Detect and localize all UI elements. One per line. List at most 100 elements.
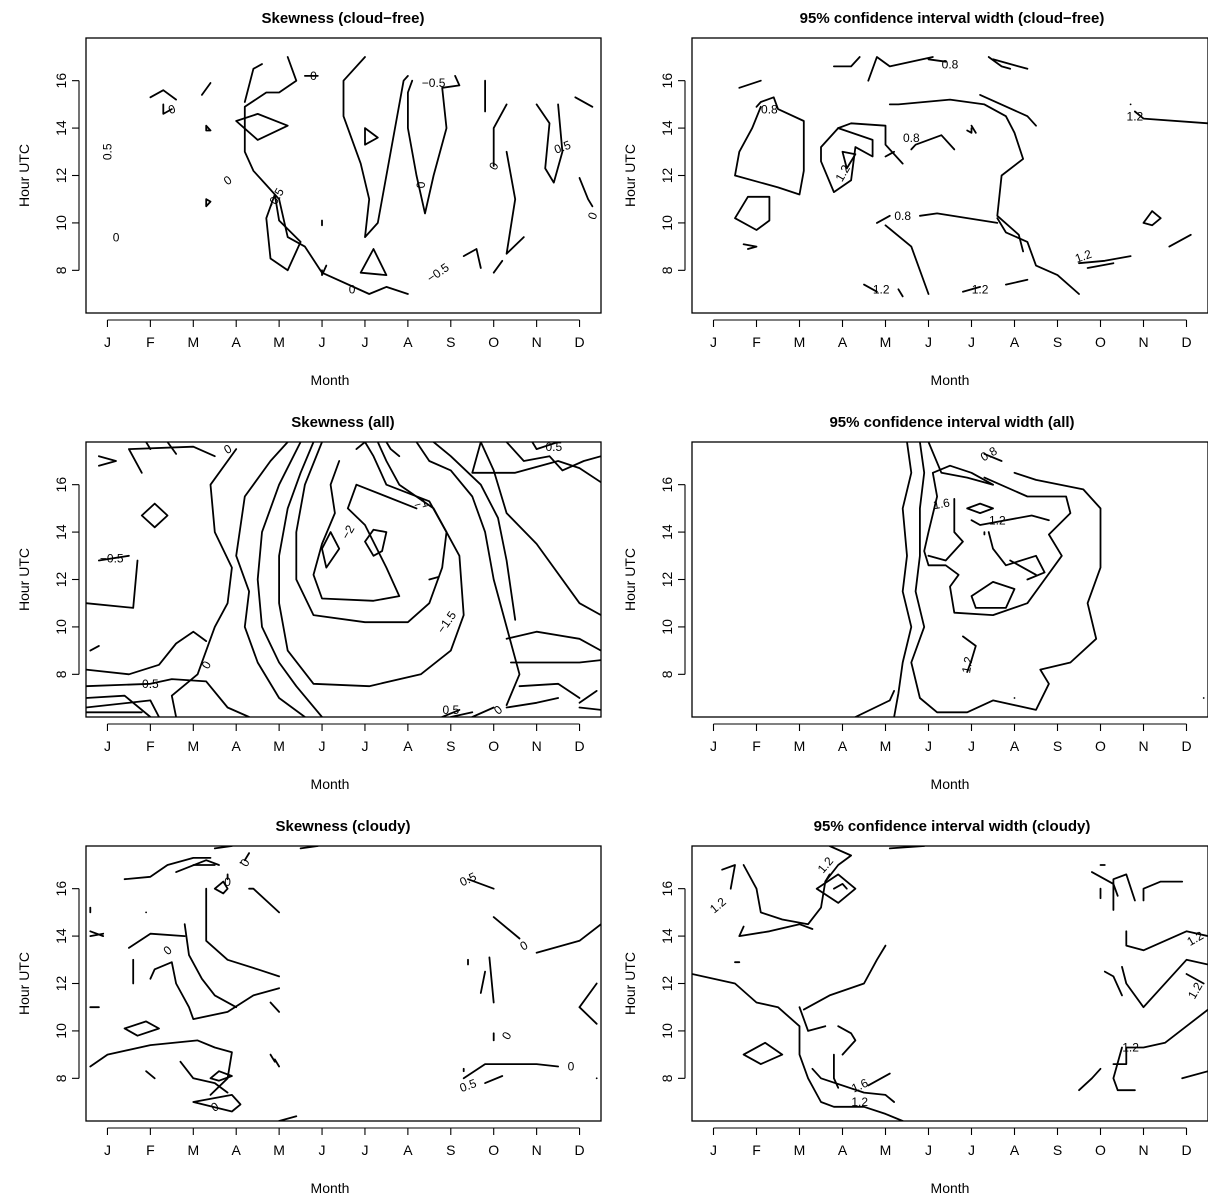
x-tick-label: F xyxy=(752,738,761,754)
x-tick-label: N xyxy=(532,1142,542,1158)
contour-line xyxy=(86,678,251,717)
y-tick-label: 10 xyxy=(53,619,69,635)
contour-line xyxy=(269,1001,281,1013)
contour-line xyxy=(970,514,1050,526)
contour-line xyxy=(854,690,895,717)
contour-line xyxy=(205,887,281,978)
contour-line xyxy=(535,103,564,184)
contour-line xyxy=(927,497,964,562)
panel-2: 95% confidence interval width (cloud−fre… xyxy=(622,10,1208,388)
contour-line xyxy=(321,531,341,569)
contour-label: −0.5 xyxy=(424,260,452,285)
contour-line xyxy=(488,956,495,1004)
x-axis-label: Month xyxy=(931,1180,970,1196)
x-tick-label: A xyxy=(1010,738,1020,754)
contour-line xyxy=(927,442,994,486)
contour-line xyxy=(992,58,1029,70)
contour-line xyxy=(833,56,861,68)
contour-line xyxy=(235,113,289,141)
contour-line xyxy=(209,1070,233,1082)
x-tick-label: F xyxy=(752,1142,761,1158)
x-tick-label: J xyxy=(361,738,368,754)
contour-line xyxy=(734,96,805,196)
contour-label: 0.8 xyxy=(761,102,778,116)
contour-line xyxy=(996,217,1080,295)
contour-line xyxy=(479,442,601,616)
y-tick-label: 8 xyxy=(53,266,69,274)
contour-lines xyxy=(149,56,594,295)
contour-line xyxy=(441,709,461,717)
contour-label: 0.5 xyxy=(552,138,573,157)
contour-line xyxy=(1086,262,1115,269)
contour-line xyxy=(983,452,1003,462)
x-tick-label: J xyxy=(710,738,717,754)
contour-line xyxy=(295,442,448,624)
contour-line xyxy=(467,878,495,890)
contour-line xyxy=(428,576,439,581)
contour-line xyxy=(535,923,601,954)
x-tick-label: J xyxy=(968,334,975,350)
contour-line xyxy=(987,531,1046,581)
contour-line xyxy=(479,970,487,994)
x-tick-label: D xyxy=(1181,1142,1191,1158)
x-tick-label: A xyxy=(838,334,848,350)
x-tick-label: A xyxy=(838,738,848,754)
contour-line xyxy=(884,150,895,158)
x-axis-label: Month xyxy=(311,776,350,792)
plot-frame xyxy=(691,845,1208,1122)
x-tick-label: J xyxy=(361,1142,368,1158)
contour-line xyxy=(484,1075,504,1084)
contour-line xyxy=(1005,278,1029,286)
contour-line xyxy=(742,243,758,250)
contour-line xyxy=(432,442,517,621)
y-tick-label: 8 xyxy=(659,670,675,678)
contour-line xyxy=(127,932,186,949)
contour-line xyxy=(273,1058,281,1068)
contour-line xyxy=(833,1053,840,1089)
contour-line xyxy=(123,857,212,881)
contour-line xyxy=(910,442,1102,714)
contour-line xyxy=(888,98,1024,253)
x-tick-label: N xyxy=(1138,738,1148,754)
contour-line xyxy=(970,581,1016,609)
contour-label: 1.6 xyxy=(932,495,951,512)
contour-line xyxy=(578,176,594,208)
x-tick-label: J xyxy=(968,738,975,754)
x-tick-label: J xyxy=(104,738,111,754)
contour-label: 1.2 xyxy=(972,282,989,296)
x-tick-label: M xyxy=(880,1142,892,1158)
y-tick-label: 12 xyxy=(659,976,675,992)
contour-line xyxy=(162,103,173,115)
contour-label: 0 xyxy=(499,1029,515,1042)
y-axis: 8 10 12 14 16 xyxy=(659,881,686,1082)
x-tick-label: J xyxy=(710,334,717,350)
plot-frame xyxy=(85,845,602,1122)
y-tick-label: 12 xyxy=(659,168,675,184)
x-tick-label: A xyxy=(232,334,242,350)
contour-label: 0.5 xyxy=(442,703,459,717)
y-tick-label: 8 xyxy=(53,670,69,678)
contour-line xyxy=(462,1063,559,1080)
y-axis-label: Hour UTC xyxy=(622,144,638,207)
contour-line xyxy=(1168,233,1192,248)
contour-line xyxy=(269,1053,276,1063)
x-tick-label: F xyxy=(752,334,761,350)
contour-line xyxy=(1112,1008,1208,1065)
contour-line xyxy=(89,932,105,937)
contour-label: 1.2 xyxy=(707,894,729,916)
x-axis-label: Month xyxy=(311,372,350,388)
x-tick-label: F xyxy=(146,1142,155,1158)
x-tick-label: N xyxy=(1138,334,1148,350)
contour-label: 0 xyxy=(310,69,317,83)
y-tick-label: 14 xyxy=(659,928,675,944)
contour-label: 0.5 xyxy=(458,1076,479,1095)
x-tick-label: S xyxy=(446,334,455,350)
y-tick-label: 14 xyxy=(659,524,675,540)
x-tick-label: A xyxy=(403,334,413,350)
x-tick-label: J xyxy=(104,1142,111,1158)
contour-line xyxy=(364,528,388,557)
contour-line xyxy=(385,442,401,458)
contour-label: 0 xyxy=(349,282,356,296)
panel-title: Skewness (cloud−free) xyxy=(262,10,425,27)
